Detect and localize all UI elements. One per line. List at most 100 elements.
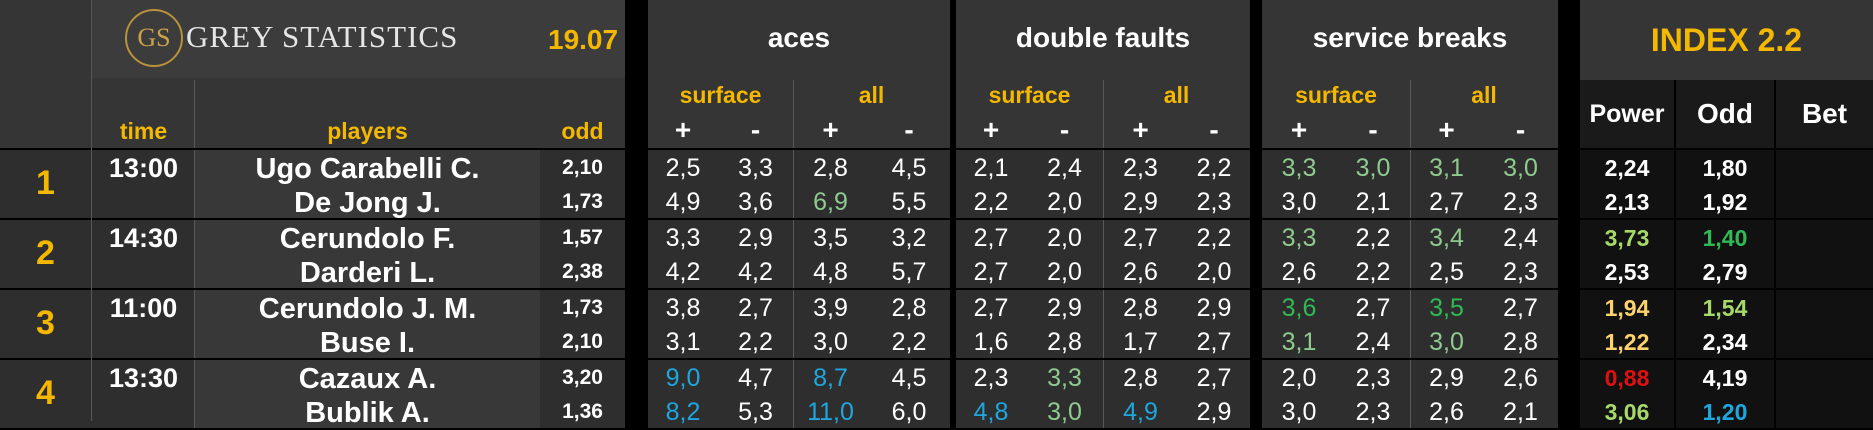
header-bg-bet — [1776, 80, 1873, 148]
stat-value: 1,7 — [1123, 328, 1158, 356]
stat-value: 2,2 — [1355, 224, 1391, 252]
stat-value: 3,1 — [1281, 328, 1317, 356]
stat-value: 4,9 — [665, 188, 701, 216]
minus-sign: - — [904, 114, 914, 145]
bet-cell[interactable] — [1776, 360, 1873, 394]
bet-cell[interactable] — [1776, 324, 1873, 358]
stat-value: 3,6 — [738, 188, 773, 216]
col-label-time: time — [119, 118, 168, 144]
stat-value: 3,1 — [665, 328, 701, 356]
players-band — [195, 220, 540, 288]
stat-value: 3,0 — [1429, 328, 1464, 356]
index-odd-value: 1,40 — [1702, 225, 1748, 251]
stat-value: 2,3 — [1503, 258, 1538, 286]
match-row-bg — [648, 290, 950, 358]
stat-value: 2,4 — [1503, 224, 1538, 252]
stat-value: 2,1 — [1503, 398, 1538, 426]
stat-value: 5,7 — [891, 258, 927, 286]
stat-value: 3,3 — [738, 154, 773, 182]
stat-value: 4,5 — [891, 364, 927, 392]
match-number: 3 — [36, 304, 55, 342]
stat-value: 2,9 — [1123, 188, 1158, 216]
bet-cell[interactable] — [1776, 220, 1873, 254]
subheader-surface: surface — [988, 82, 1071, 108]
index-row-bg — [1580, 150, 1674, 218]
stat-value: 4,9 — [1123, 398, 1158, 426]
match-time: 11:00 — [109, 293, 178, 323]
stat-divider — [793, 360, 794, 428]
time-divider — [194, 220, 195, 288]
player-name[interactable]: De Jong J. — [294, 187, 441, 219]
player-name[interactable]: Cazaux A. — [298, 363, 437, 395]
stat-value: 2,7 — [1429, 188, 1464, 216]
stat-value: 2,2 — [738, 328, 773, 356]
stat-value: 2,2 — [891, 328, 927, 356]
bet-cell[interactable] — [1776, 254, 1873, 288]
stat-value: 2,7 — [1355, 294, 1391, 322]
stat-value: 3,2 — [891, 224, 927, 252]
player-name[interactable]: Bublik A. — [305, 397, 430, 429]
stat-value: 3,0 — [1355, 154, 1391, 182]
stat-value: 2,7 — [1196, 364, 1232, 392]
subheader-divider — [1410, 80, 1411, 148]
subheader-all: all — [1471, 82, 1497, 108]
stat-value: 4,7 — [738, 364, 773, 392]
index-row-bg — [1580, 360, 1674, 428]
stat-value: 2,7 — [973, 258, 1009, 286]
stat-value: 2,9 — [1196, 294, 1232, 322]
minus-sign: - — [1368, 114, 1378, 145]
index-row-bg — [1776, 360, 1873, 428]
bet-cell[interactable] — [1776, 184, 1873, 218]
time-divider — [194, 360, 195, 428]
bet-cell[interactable] — [1776, 394, 1873, 428]
power-value: 3,06 — [1604, 399, 1650, 425]
stat-value: 2,8 — [813, 154, 848, 182]
players-band — [195, 150, 540, 218]
stat-value: 3,0 — [813, 328, 848, 356]
stat-divider — [1410, 150, 1411, 218]
match-number: 4 — [36, 374, 55, 412]
players-band — [195, 290, 540, 358]
player-name[interactable]: Cerundolo J. M. — [258, 293, 477, 325]
player-name[interactable]: Ugo Carabelli C. — [255, 153, 480, 185]
bet-cell[interactable] — [1776, 150, 1873, 184]
stat-value: 3,0 — [1281, 188, 1317, 216]
player-odd: 1,73 — [562, 190, 603, 213]
minus-sign: - — [1059, 114, 1070, 145]
player-odd: 3,20 — [562, 366, 603, 389]
stat-value: 2,8 — [1503, 328, 1538, 356]
player-name[interactable]: Buse I. — [319, 327, 416, 359]
player-name[interactable]: Darderi L. — [299, 257, 436, 289]
group-title-aces: aces — [767, 22, 831, 53]
match-time: 14:30 — [108, 223, 179, 253]
bet-cell[interactable] — [1776, 290, 1873, 324]
index-odd-value: 1,80 — [1702, 155, 1748, 181]
col-label-players: players — [327, 118, 408, 144]
stat-value: 2,5 — [1429, 258, 1464, 286]
stat-value: 2,9 — [1047, 294, 1082, 322]
header-bg-index — [1580, 0, 1873, 80]
match-row-bg — [648, 360, 950, 428]
subheader-surface: surface — [679, 82, 762, 108]
stat-value: 3,5 — [1429, 294, 1464, 322]
stat-divider — [1410, 220, 1411, 288]
index-odd-value: 1,92 — [1702, 189, 1748, 215]
logo-mark: GS — [137, 23, 171, 52]
match-time: 13:30 — [108, 363, 179, 393]
player-odd: 1,36 — [562, 400, 603, 423]
stat-value: 2,0 — [1196, 258, 1232, 286]
player-odd: 2,10 — [562, 156, 603, 179]
index-row-bg — [1776, 290, 1873, 358]
stat-value: 5,5 — [891, 188, 927, 216]
player-name[interactable]: Cerundolo F. — [279, 223, 456, 255]
power-value: 1,94 — [1604, 295, 1650, 321]
stat-value: 2,3 — [973, 364, 1009, 392]
index-row-bg — [1580, 290, 1674, 358]
stat-value: 2,2 — [1355, 258, 1391, 286]
match-row-bg — [648, 220, 950, 288]
stat-value: 3,3 — [665, 224, 701, 252]
subheader-all: all — [858, 82, 885, 108]
power-value: 0,88 — [1604, 365, 1650, 391]
plus-sign: + — [982, 114, 1000, 145]
col-label-odd2: Odd — [1697, 98, 1753, 129]
